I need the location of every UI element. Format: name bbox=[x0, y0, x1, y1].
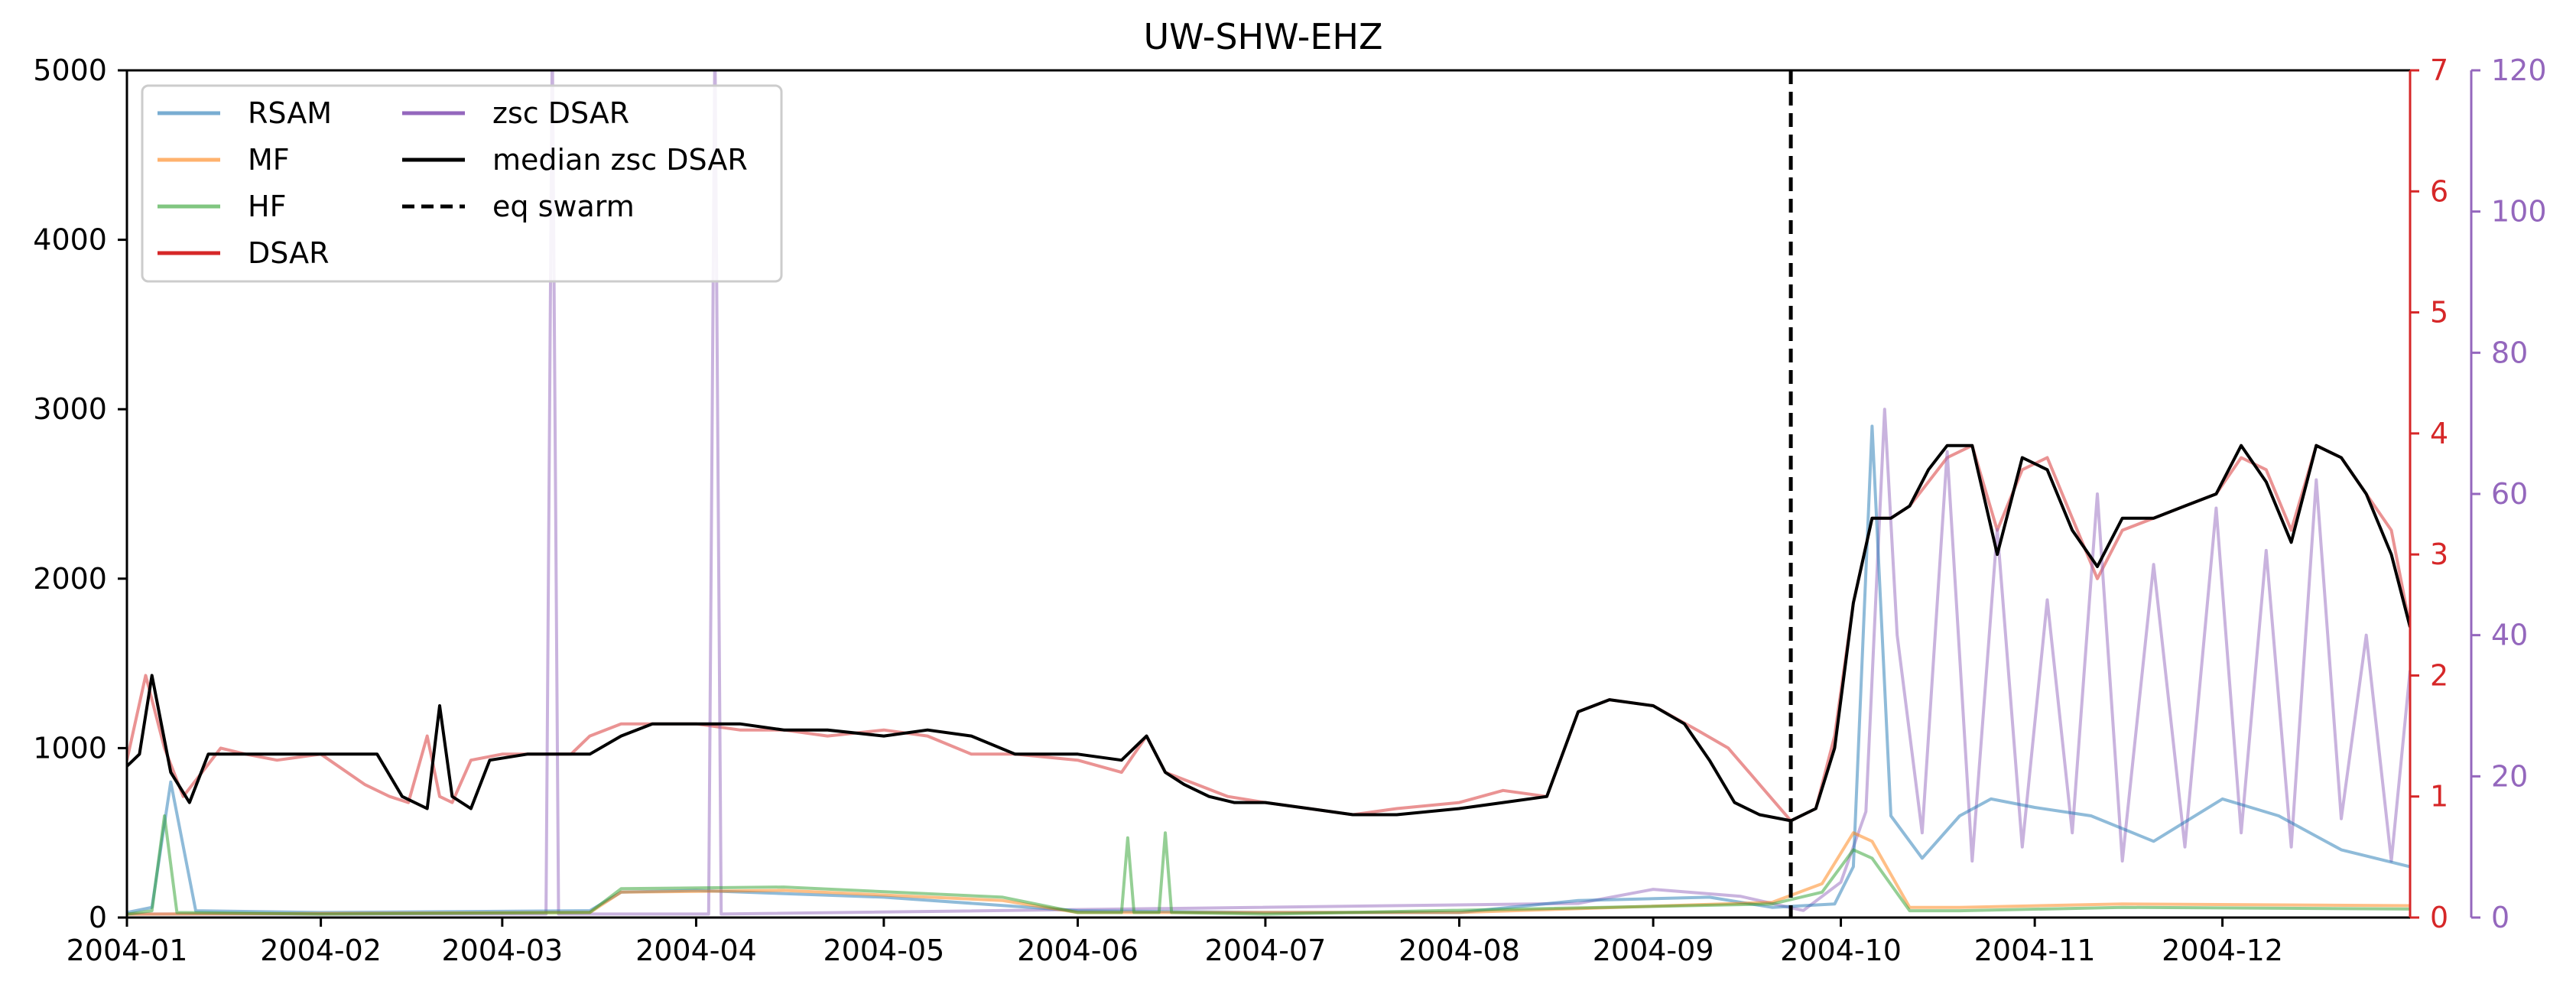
legend-label: median zsc DSAR bbox=[492, 143, 748, 177]
series-dsar bbox=[127, 443, 2410, 823]
y-right2-tick-label: 120 bbox=[2491, 54, 2547, 87]
legend-label: DSAR bbox=[248, 236, 330, 270]
y-right2-tick-label: 20 bbox=[2491, 759, 2528, 793]
x-tick-label: 2004-06 bbox=[1017, 934, 1139, 967]
y-right-tick-label: 1 bbox=[2430, 780, 2448, 814]
axes-layer: 0 1000 2000 3000 4000 5000 0 1 2 3 4 5 6 7 0 20 40 60 80 10… bbox=[33, 54, 2546, 967]
y-tick-label: 5000 bbox=[33, 54, 107, 87]
series-mf bbox=[127, 831, 2410, 916]
x-tick-label: 2004-02 bbox=[260, 934, 382, 967]
series-zsc-dsar bbox=[127, 70, 2410, 916]
y-tick-label: 2000 bbox=[33, 562, 107, 596]
legend-label: RSAM bbox=[248, 96, 332, 130]
y-right2-tick-label: 60 bbox=[2491, 477, 2528, 511]
legend-label: HF bbox=[248, 190, 286, 223]
x-tick-label: 2004-11 bbox=[1974, 934, 2096, 967]
legend-label: eq swarm bbox=[492, 190, 635, 223]
legend-box bbox=[141, 84, 783, 283]
x-tick-label: 2004-05 bbox=[823, 934, 944, 967]
series-median-zsc-dsar bbox=[127, 443, 2410, 823]
y-right-tick-label: 5 bbox=[2430, 296, 2448, 330]
y-right-tick-label: 4 bbox=[2430, 417, 2448, 450]
y-tick-label: 1000 bbox=[33, 731, 107, 765]
y-right-tick-label: 3 bbox=[2430, 538, 2448, 571]
y-right-tick-label: 2 bbox=[2430, 658, 2448, 692]
x-tick-label: 2004-10 bbox=[1780, 934, 1902, 967]
y-right-tick-label: 7 bbox=[2430, 54, 2448, 87]
y-right2-tick-label: 80 bbox=[2491, 336, 2528, 369]
series-layer bbox=[127, 70, 2410, 918]
chart-title: UW-SHW-EHZ bbox=[1143, 16, 1382, 57]
x-tick-label: 2004-04 bbox=[635, 934, 757, 967]
y-right-tick-label: 0 bbox=[2430, 901, 2448, 934]
y-right2-tick-label: 40 bbox=[2491, 619, 2528, 652]
y-tick-label: 3000 bbox=[33, 392, 107, 426]
x-tick-label: 2004-08 bbox=[1398, 934, 1520, 967]
y-right-tick-label: 6 bbox=[2430, 174, 2448, 208]
legend: RSAM MF HF DSAR zsc DSAR median zsc DSAR eq sw… bbox=[141, 84, 783, 283]
x-tick-label: 2004-01 bbox=[67, 934, 188, 967]
x-tick-label: 2004-12 bbox=[2162, 934, 2283, 967]
y-right2-tick-label: 100 bbox=[2491, 195, 2547, 229]
legend-label: zsc DSAR bbox=[492, 96, 629, 130]
legend-label: MF bbox=[248, 143, 290, 177]
y-tick-label: 0 bbox=[89, 901, 107, 934]
x-tick-label: 2004-09 bbox=[1593, 934, 1714, 967]
y-right2-tick-label: 0 bbox=[2491, 901, 2509, 934]
y-tick-label: 4000 bbox=[33, 223, 107, 257]
series-hf bbox=[127, 814, 2410, 916]
x-tick-label: 2004-03 bbox=[441, 934, 563, 967]
x-tick-label: 2004-07 bbox=[1205, 934, 1327, 967]
series-rsam bbox=[127, 424, 2410, 914]
